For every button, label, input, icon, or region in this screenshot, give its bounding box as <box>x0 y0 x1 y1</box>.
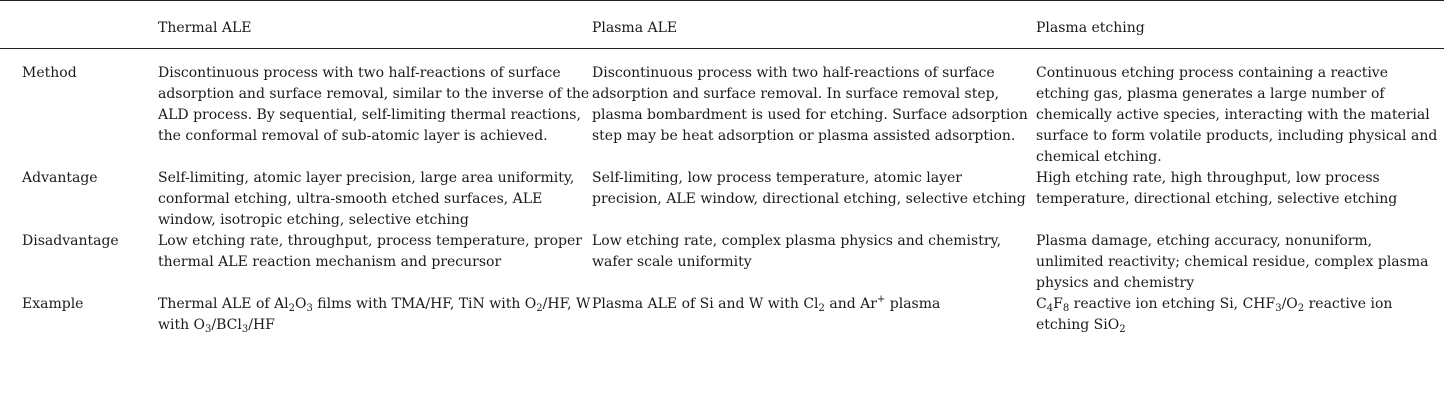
cell-thermal-advantage: Self-limiting, atomic layer precision, l… <box>158 170 575 228</box>
cell-thermal-method: Discontinuous process with two half-reac… <box>158 65 590 144</box>
cell-plasma-ale-advantage: Self-limiting, low process temperature, … <box>592 170 1026 207</box>
header-plasma-etching: Plasma etching <box>1036 0 1444 49</box>
header-plasma-ale: Plasma ALE <box>592 0 1036 49</box>
header-empty-cell <box>0 0 158 49</box>
header-thermal-ale: Thermal ALE <box>158 0 592 49</box>
table-row: Advantage Self-limiting, atomic layer pr… <box>0 168 1444 231</box>
row-label-method: Method <box>22 65 77 81</box>
header-row: Thermal ALE Plasma ALE Plasma etching <box>0 0 1444 49</box>
cell-plasma-ale-disadvantage: Low etching rate, complex plasma physics… <box>592 233 1002 270</box>
cell-plasma-ale-method: Discontinuous process with two half-reac… <box>592 65 1028 144</box>
row-label-example: Example <box>22 296 84 312</box>
table-row: Method Discontinuous process with two ha… <box>0 49 1444 169</box>
table-row: Disadvantage Low etching rate, throughpu… <box>0 231 1444 294</box>
row-label-disadvantage: Disadvantage <box>22 233 119 249</box>
cell-plasma-etching-method: Continuous etching process containing a … <box>1036 65 1438 165</box>
comparison-table: Thermal ALE Plasma ALE Plasma etching Me… <box>0 0 1444 336</box>
cell-plasma-etching-advantage: High etching rate, high throughput, low … <box>1036 170 1398 207</box>
cell-plasma-etching-disadvantage: Plasma damage, etching accuracy, nonunif… <box>1036 233 1429 291</box>
cell-thermal-disadvantage: Low etching rate, throughput, process te… <box>158 233 582 270</box>
cell-plasma-etching-example: C4F8 reactive ion etching Si, CHF3/O2 re… <box>1036 296 1393 335</box>
row-label-advantage: Advantage <box>22 170 98 186</box>
cell-thermal-example: Thermal ALE of Al2O3 films with TMA/HF, … <box>158 296 591 335</box>
cell-plasma-ale-example: Plasma ALE of Si and W with Cl2 and Ar+ … <box>592 294 941 314</box>
table-row: Example Thermal ALE of Al2O3 films with … <box>0 294 1444 336</box>
